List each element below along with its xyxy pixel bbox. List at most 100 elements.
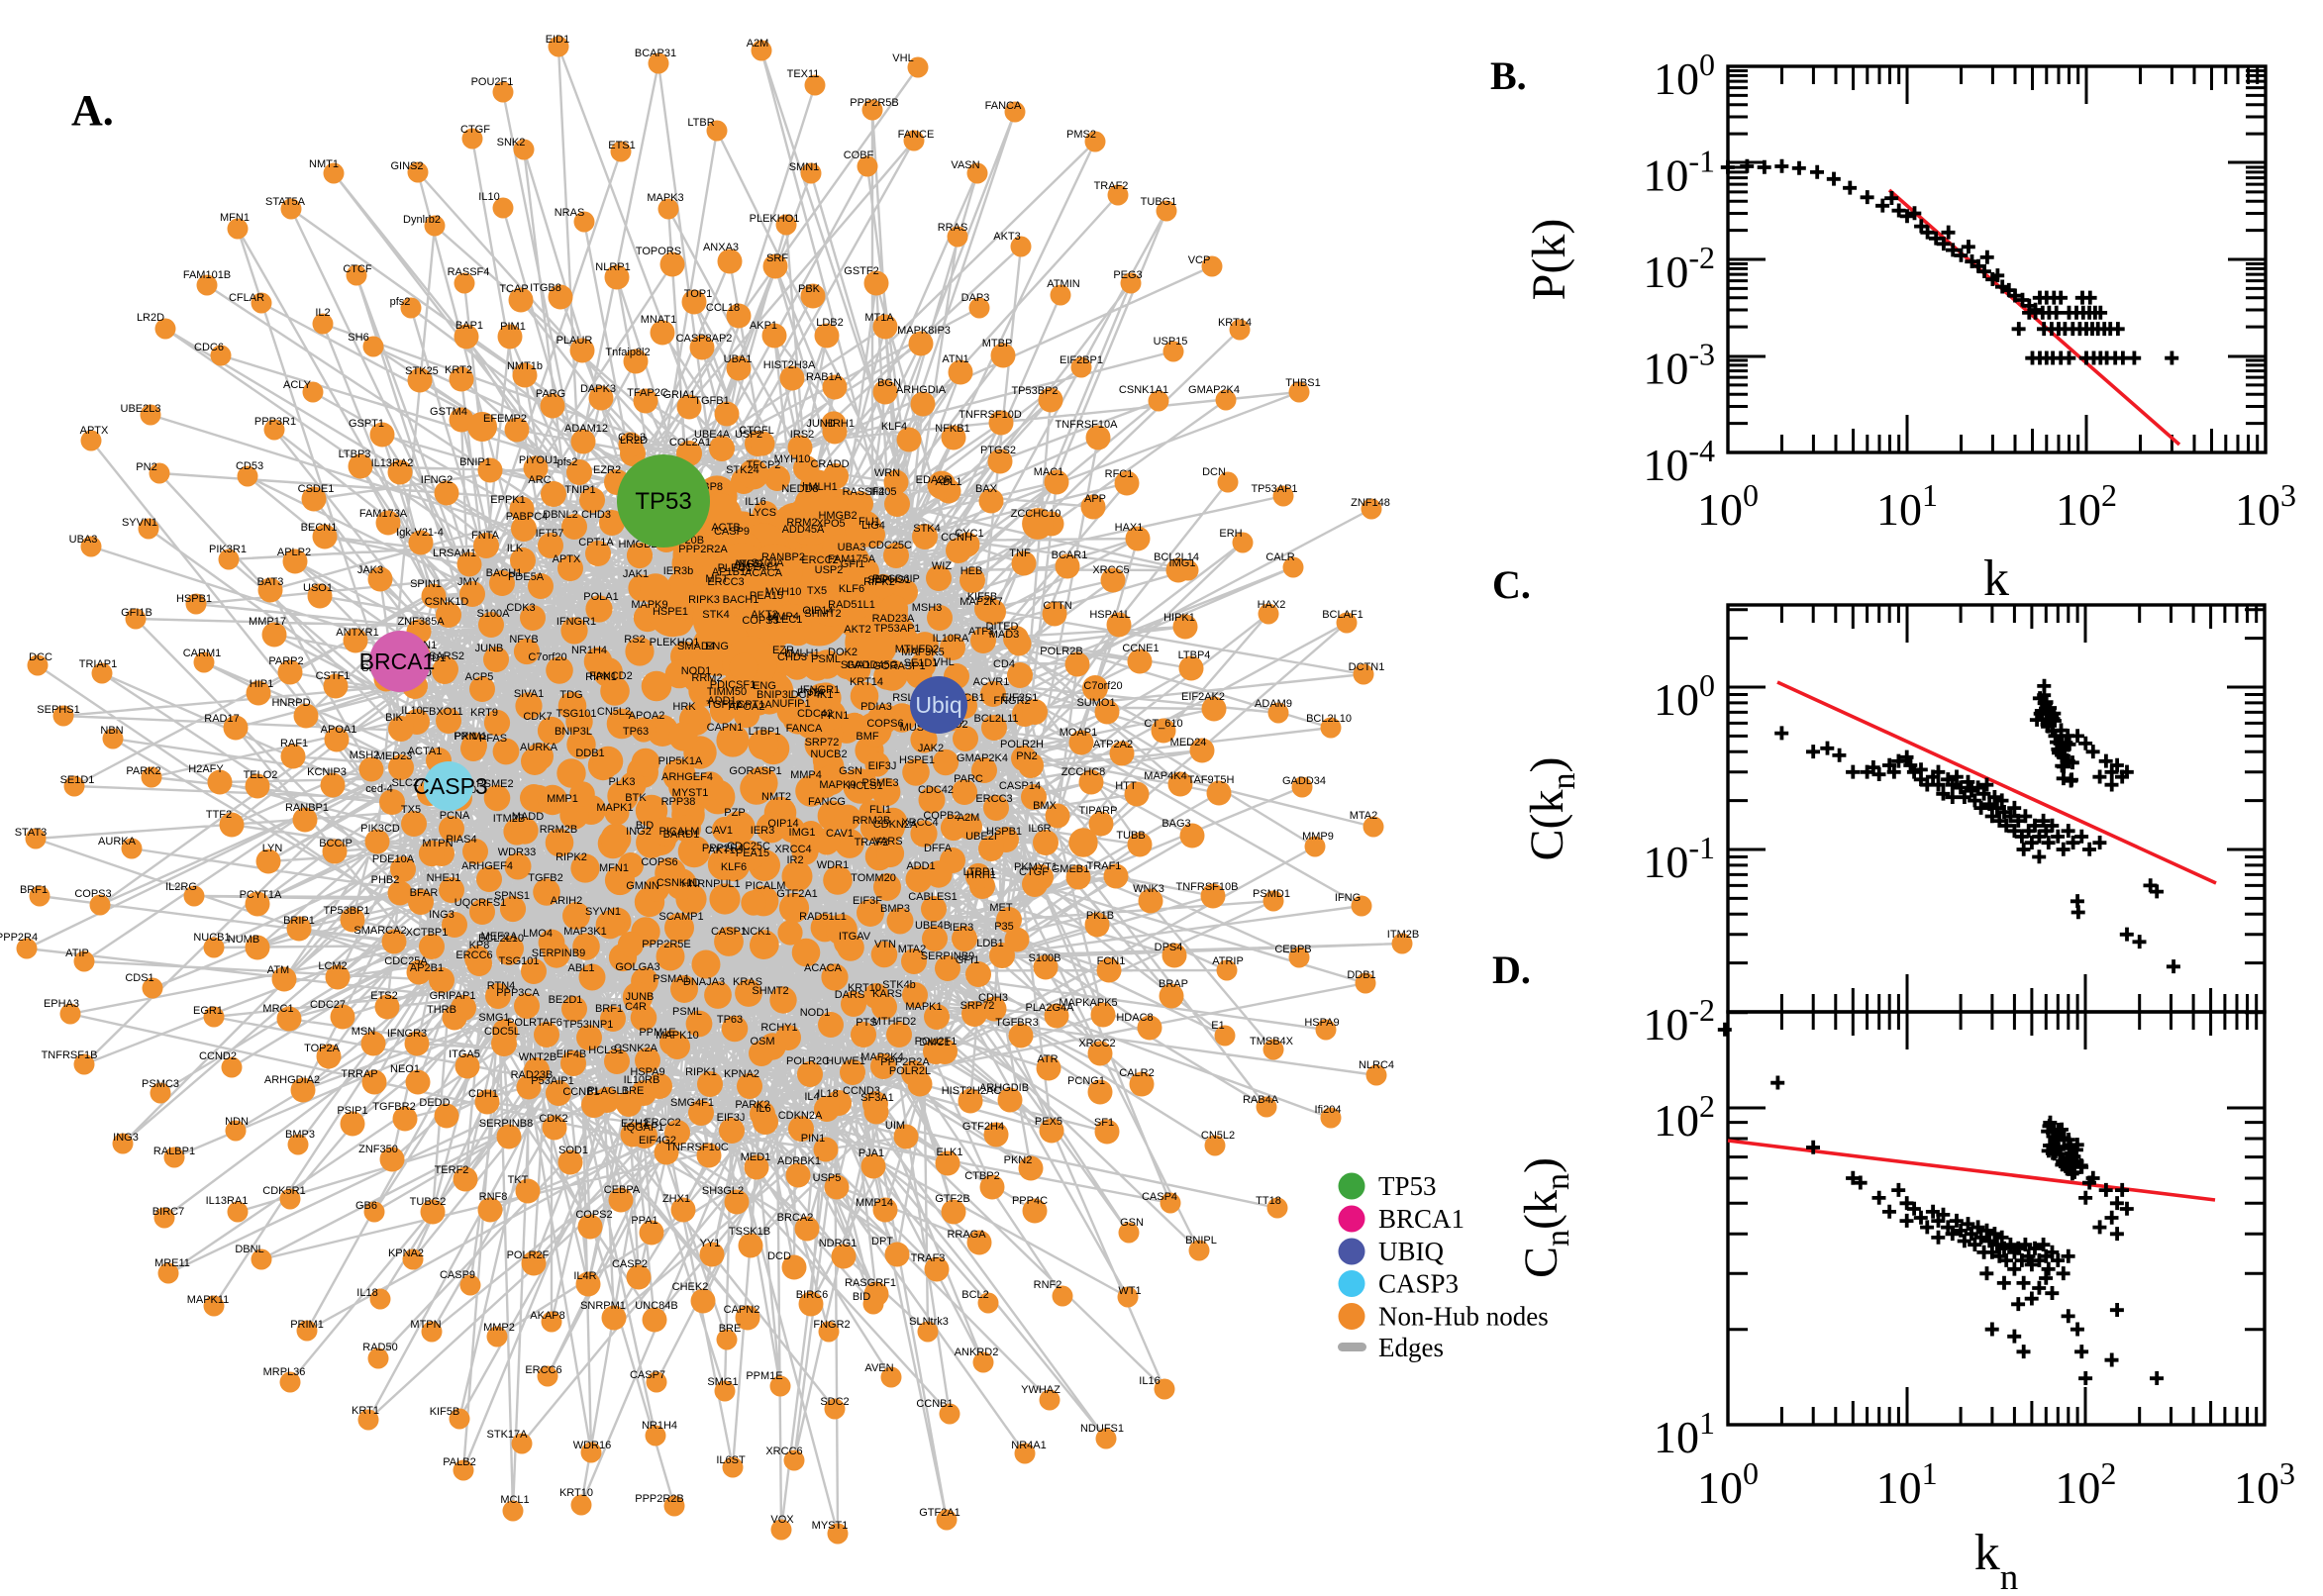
svg-text:TNFRSF10D: TNFRSF10D	[959, 409, 1022, 421]
svg-text:DOK2: DOK2	[828, 647, 858, 658]
svg-text:MMP4: MMP4	[767, 611, 799, 623]
svg-text:FANCG: FANCG	[808, 796, 846, 808]
svg-text:ACTA1: ACTA1	[408, 746, 443, 757]
svg-text:BARD1: BARD1	[663, 829, 700, 841]
svg-text:RAB1A: RAB1A	[806, 371, 843, 383]
svg-text:PIAS4: PIAS4	[446, 834, 476, 846]
svg-text:SRP72: SRP72	[960, 1000, 995, 1012]
svg-text:PTGS2: PTGS2	[980, 445, 1016, 456]
svg-text:PDIA3: PDIA3	[860, 701, 892, 713]
svg-text:PSMD1: PSMD1	[1253, 888, 1290, 900]
svg-text:TKT: TKT	[508, 1174, 529, 1186]
svg-text:PKN2: PKN2	[1004, 1154, 1033, 1166]
svg-text:PLK3: PLK3	[609, 776, 636, 788]
svg-text:XRCC6: XRCC6	[765, 1446, 802, 1457]
svg-text:RTN4: RTN4	[487, 980, 516, 992]
svg-text:PCNA: PCNA	[440, 810, 470, 822]
svg-text:POLR2B: POLR2B	[1040, 646, 1082, 657]
svg-text:IL16: IL16	[745, 496, 765, 508]
svg-text:KCNIP3: KCNIP3	[307, 766, 347, 778]
svg-text:BCLAF1: BCLAF1	[1322, 609, 1364, 621]
svg-text:CTTN: CTTN	[1043, 600, 1071, 612]
svg-text:DMC1: DMC1	[919, 1037, 950, 1048]
svg-text:CSNK1D: CSNK1D	[425, 596, 469, 608]
svg-text:FLI1: FLI1	[858, 516, 880, 528]
svg-text:PPP3R1: PPP3R1	[254, 416, 296, 428]
svg-text:A2M: A2M	[958, 812, 980, 824]
svg-text:PEX5: PEX5	[1035, 1116, 1062, 1128]
svg-text:BAP1: BAP1	[455, 320, 483, 332]
svg-text:BCL2L10: BCL2L10	[478, 933, 524, 945]
svg-text:CDKN2A: CDKN2A	[873, 819, 918, 831]
svg-text:PTS: PTS	[856, 1017, 876, 1029]
svg-text:IL18: IL18	[817, 1088, 838, 1100]
svg-text:IFNGR3: IFNGR3	[387, 1028, 427, 1040]
svg-text:PICALM: PICALM	[746, 880, 786, 892]
svg-text:CCNE1: CCNE1	[1122, 643, 1159, 654]
svg-text:EGR1: EGR1	[193, 1005, 223, 1017]
svg-text:FNTA: FNTA	[471, 530, 500, 542]
svg-text:IQGAP1: IQGAP1	[624, 1122, 664, 1134]
svg-text:SMG4F1: SMG4F1	[670, 1097, 714, 1109]
svg-text:NHEJ1: NHEJ1	[427, 872, 461, 884]
svg-text:RRM2B: RRM2B	[853, 815, 891, 827]
svg-text:ITM2B: ITM2B	[1387, 929, 1419, 941]
svg-text:BAX: BAX	[975, 483, 998, 495]
svg-text:MSH2: MSH2	[350, 749, 380, 761]
svg-text:KARS: KARS	[872, 988, 902, 1000]
svg-text:APOA1: APOA1	[321, 724, 357, 736]
svg-text:PMS2: PMS2	[1066, 129, 1096, 141]
svg-text:XRCC4: XRCC4	[901, 817, 938, 829]
svg-text:TGFB2: TGFB2	[528, 872, 562, 884]
svg-text:MAPK9: MAPK9	[819, 779, 856, 791]
svg-text:RAF1: RAF1	[280, 738, 308, 749]
svg-text:GSTM4: GSTM4	[430, 406, 467, 418]
svg-text:WNK3: WNK3	[1133, 883, 1164, 895]
svg-text:CTCFL: CTCFL	[739, 425, 773, 437]
svg-text:MAP4K4: MAP4K4	[1144, 770, 1186, 782]
svg-text:BTK: BTK	[625, 792, 647, 804]
svg-text:PPP4C: PPP4C	[1012, 1195, 1048, 1207]
svg-text:MCL1: MCL1	[500, 1494, 529, 1506]
svg-text:CASP8AP2: CASP8AP2	[676, 333, 733, 345]
svg-text:CASP1: CASP1	[711, 926, 747, 938]
svg-text:JUNB: JUNB	[626, 991, 655, 1003]
svg-text:POLRTAF6: POLRTAF6	[507, 1017, 562, 1029]
svg-text:KPNA2: KPNA2	[724, 1068, 759, 1080]
svg-text:RRAS: RRAS	[938, 222, 968, 234]
svg-text:BNIP3L: BNIP3L	[757, 689, 794, 701]
svg-text:WDR16: WDR16	[573, 1440, 612, 1451]
svg-text:STK17A: STK17A	[487, 1429, 529, 1441]
svg-text:TP53AP1: TP53AP1	[873, 623, 920, 635]
svg-text:FANCA: FANCA	[786, 723, 823, 735]
svg-text:FANCA: FANCA	[985, 100, 1022, 112]
svg-text:RS2: RS2	[624, 634, 645, 646]
svg-text:CCNB1: CCNB1	[916, 1398, 953, 1410]
svg-text:TSG101: TSG101	[556, 708, 597, 720]
svg-text:EPHA3: EPHA3	[44, 998, 79, 1010]
svg-text:DAPK3: DAPK3	[580, 383, 616, 395]
svg-text:CD4: CD4	[993, 658, 1015, 670]
svg-text:DCC: DCC	[29, 651, 52, 663]
svg-text:PALB2: PALB2	[443, 1456, 475, 1468]
svg-text:PPM1E: PPM1E	[746, 1370, 782, 1382]
svg-text:TRRAP: TRRAP	[341, 1068, 377, 1080]
svg-text:TIPARP: TIPARP	[1079, 805, 1118, 817]
svg-text:S100A: S100A	[476, 608, 510, 620]
svg-text:IL13RA2: IL13RA2	[371, 457, 414, 469]
svg-text:THBS1: THBS1	[1285, 377, 1320, 389]
svg-text:BCL2L10: BCL2L10	[1306, 713, 1352, 725]
svg-text:YWHAZ: YWHAZ	[1021, 1384, 1060, 1396]
svg-text:TGFBR2: TGFBR2	[372, 1101, 415, 1113]
svg-text:D.: D.	[1492, 948, 1531, 992]
svg-text:PPM1E: PPM1E	[639, 1027, 675, 1039]
svg-text:LMO4: LMO4	[523, 928, 553, 940]
svg-text:PARG: PARG	[536, 388, 565, 400]
svg-text:Dynlrb2: Dynlrb2	[403, 214, 441, 226]
svg-text:PDCD6IP: PDCD6IP	[872, 573, 920, 585]
svg-text:JUND: JUND	[806, 418, 835, 430]
svg-text:MMP1: MMP1	[547, 793, 578, 805]
svg-text:USP5: USP5	[813, 1172, 842, 1184]
svg-text:k: k	[1983, 550, 2009, 607]
svg-text:B.: B.	[1490, 53, 1527, 98]
